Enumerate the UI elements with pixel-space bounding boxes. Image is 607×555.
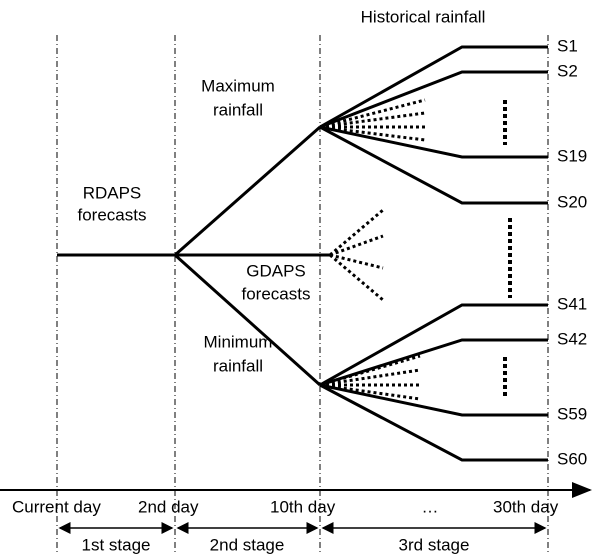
scenario-labels: S1 S2 S19 S20 S41 S42 S59 S60 [557,36,587,468]
stage-label: 2nd stage [210,535,285,554]
stage-dividers [56,35,549,555]
scenario-label: S42 [557,329,587,348]
label: rainfall [213,356,263,375]
timeline-label: … [422,497,439,516]
title: Historical rainfall [361,7,486,26]
label: Maximum [201,76,275,95]
scenario-label: S1 [557,36,578,55]
label: GDAPS [246,261,306,280]
scenario-label: S2 [557,61,578,80]
label: forecasts [242,284,311,303]
label: forecasts [78,205,147,224]
stage-label: 3rd stage [399,535,470,554]
scenario-label: S59 [557,404,587,423]
label: RDAPS [83,183,142,202]
scenario-label: S60 [557,449,587,468]
label: Minimum [204,332,273,351]
timeline [0,482,592,534]
scenario-label: S20 [557,192,587,211]
timeline-label: 30th day [493,497,559,516]
scenario-label: S19 [557,146,587,165]
timeline-label: 2nd day [138,497,199,516]
scenario-label: S41 [557,294,587,313]
branches [57,45,548,462]
timeline-label: Current day [12,497,101,516]
timeline-label: 10th day [270,497,336,516]
stage-label: 1st stage [82,535,151,554]
label: rainfall [213,100,263,119]
